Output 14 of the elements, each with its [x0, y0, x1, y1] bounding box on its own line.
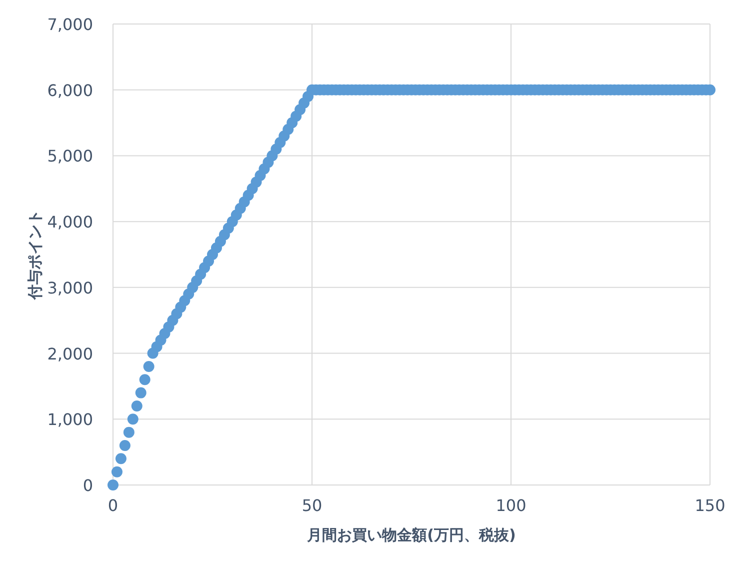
x-tick-label: 150 — [694, 496, 726, 515]
y-tick-label: 2,000 — [47, 344, 93, 364]
y-tick-label: 4,000 — [47, 212, 93, 232]
y-axis-title: 付与ポイント — [26, 210, 44, 300]
y-tick-label: 0 — [82, 476, 93, 495]
x-tick-label: 100 — [496, 496, 526, 515]
x-tick-label: 50 — [302, 496, 322, 515]
x-tick-label: 0 — [108, 496, 118, 515]
y-tick-label: 1,000 — [47, 410, 93, 430]
x-axis-title: 月間お買い物金額(万円、税抜) — [306, 526, 516, 544]
y-tick-label: 3,000 — [47, 278, 93, 298]
y-tick-label: 5,000 — [47, 146, 93, 166]
y-tick-label: 6,000 — [47, 80, 93, 100]
y-tick-label: 7,000 — [47, 15, 93, 34]
